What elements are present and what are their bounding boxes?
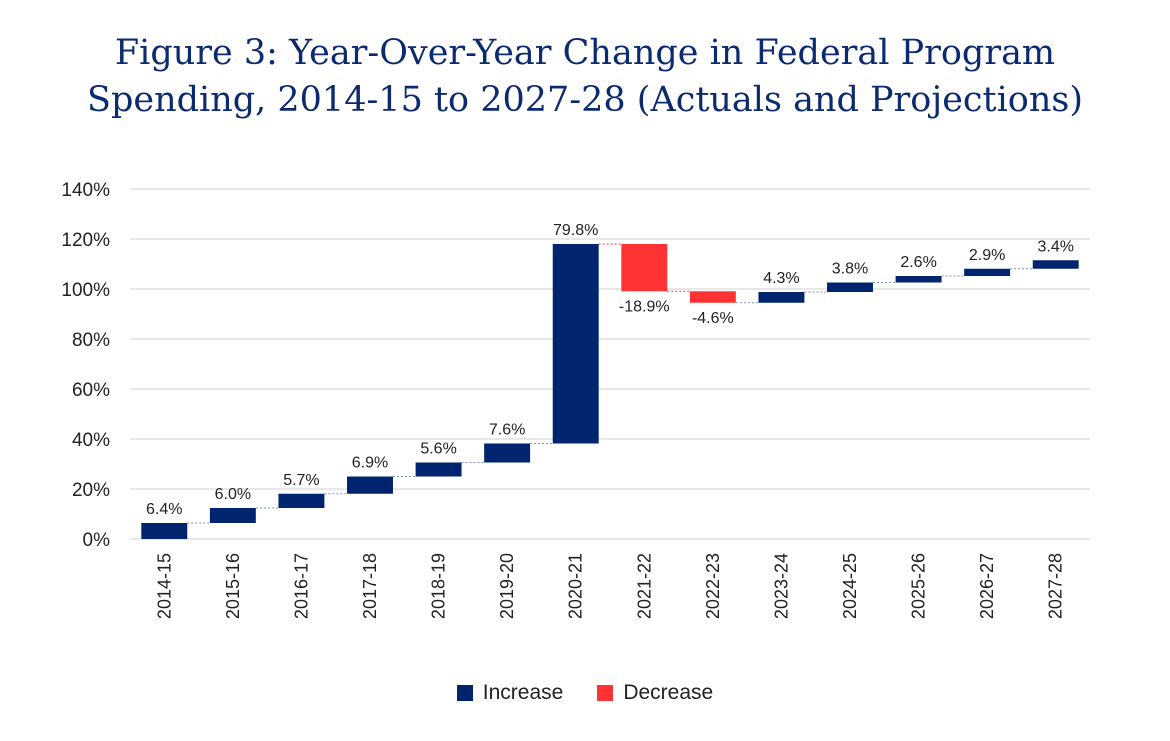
x-tick-label: 2020-21 <box>566 553 586 619</box>
y-tick-label: 40% <box>72 430 110 451</box>
y-tick-label: 60% <box>72 380 110 401</box>
legend-swatch-increase <box>456 685 473 701</box>
data-label: 6.0% <box>215 486 251 503</box>
data-label: 3.4% <box>1037 238 1073 255</box>
chart-title: Figure 3: Year-Over-Year Change in Feder… <box>0 30 1170 124</box>
data-label: -4.6% <box>692 310 734 327</box>
data-labels: 6.4% 6.0% 5.7% 6.9% 5.6% 7.6% 79.8% -18.9% -4.6%… <box>146 222 1074 518</box>
x-tick-label: 2016-17 <box>291 553 311 619</box>
bar <box>758 292 805 303</box>
bar <box>141 523 188 539</box>
bar <box>1032 260 1079 269</box>
bar <box>689 291 736 303</box>
legend-label-decrease: Decrease <box>623 681 714 704</box>
y-tick-label: 20% <box>72 480 110 501</box>
waterfall-chart: 0%20%40%60%80%100%120%140% 6.4%6.0%5.7%6… <box>61 180 1090 619</box>
y-tick-label: 100% <box>61 280 110 301</box>
x-tick-label: 2014-15 <box>154 553 174 619</box>
legend-label-increase: Increase <box>482 681 564 704</box>
bar <box>895 276 942 283</box>
x-tick-label: 2021-22 <box>634 553 654 619</box>
y-tick-label: 0% <box>83 530 111 551</box>
bar <box>552 244 599 444</box>
x-tick-label: 2017-18 <box>360 553 380 619</box>
x-tick-label: 2024-25 <box>840 553 860 619</box>
bar <box>347 476 393 494</box>
data-label: -18.9% <box>619 298 670 315</box>
data-label: 3.8% <box>832 261 868 278</box>
data-label: 79.8% <box>553 222 598 239</box>
bars <box>141 244 1079 539</box>
y-tick-label: 120% <box>61 230 110 251</box>
gridlines <box>130 188 1090 540</box>
x-tick-label: 2025-26 <box>909 553 929 619</box>
x-tick-label: 2019-20 <box>497 553 517 619</box>
x-tick-label: 2015-16 <box>223 553 243 619</box>
chart-title-line-1: Figure 3: Year-Over-Year Change in Feder… <box>114 33 1056 73</box>
data-label: 2.6% <box>900 254 936 271</box>
y-tick-label: 140% <box>61 180 110 201</box>
x-tick-label: 2027-28 <box>1046 553 1066 619</box>
y-axis-ticks: 0% 20% 40% 60% 80% 100% 120% 140% <box>61 180 110 551</box>
legend-item-increase: Increase <box>456 681 564 705</box>
x-tick-label: 2023-24 <box>771 553 791 619</box>
x-tick-label: 2018-19 <box>429 553 449 619</box>
x-axis-ticks: 2014-15 2015-16 2016-17 2017-18 2018-19 2019-… <box>154 553 1065 619</box>
bar <box>415 462 462 477</box>
bar <box>484 443 531 463</box>
legend-item-decrease: Decrease <box>597 681 713 705</box>
legend: Increase Decrease <box>0 681 1170 705</box>
bar <box>964 268 1011 276</box>
x-tick-label: 2022-23 <box>703 553 723 619</box>
legend-swatch-decrease <box>597 685 614 701</box>
y-tick-label: 80% <box>72 330 110 351</box>
data-label: 6.9% <box>352 455 388 472</box>
data-label: 6.4% <box>146 501 182 518</box>
chart-title-line-2: Spending, 2014-15 to 2027-28 (Actuals an… <box>86 80 1084 120</box>
bar <box>209 508 256 523</box>
x-tick-label: 2026-27 <box>977 553 997 619</box>
bar <box>827 282 873 292</box>
bar <box>278 493 325 508</box>
data-label: 5.7% <box>283 472 319 489</box>
data-label: 4.3% <box>763 270 799 287</box>
data-label: 5.6% <box>420 441 456 458</box>
data-label: 2.9% <box>969 247 1005 264</box>
data-label: 7.6% <box>489 422 525 439</box>
bar <box>621 244 668 292</box>
